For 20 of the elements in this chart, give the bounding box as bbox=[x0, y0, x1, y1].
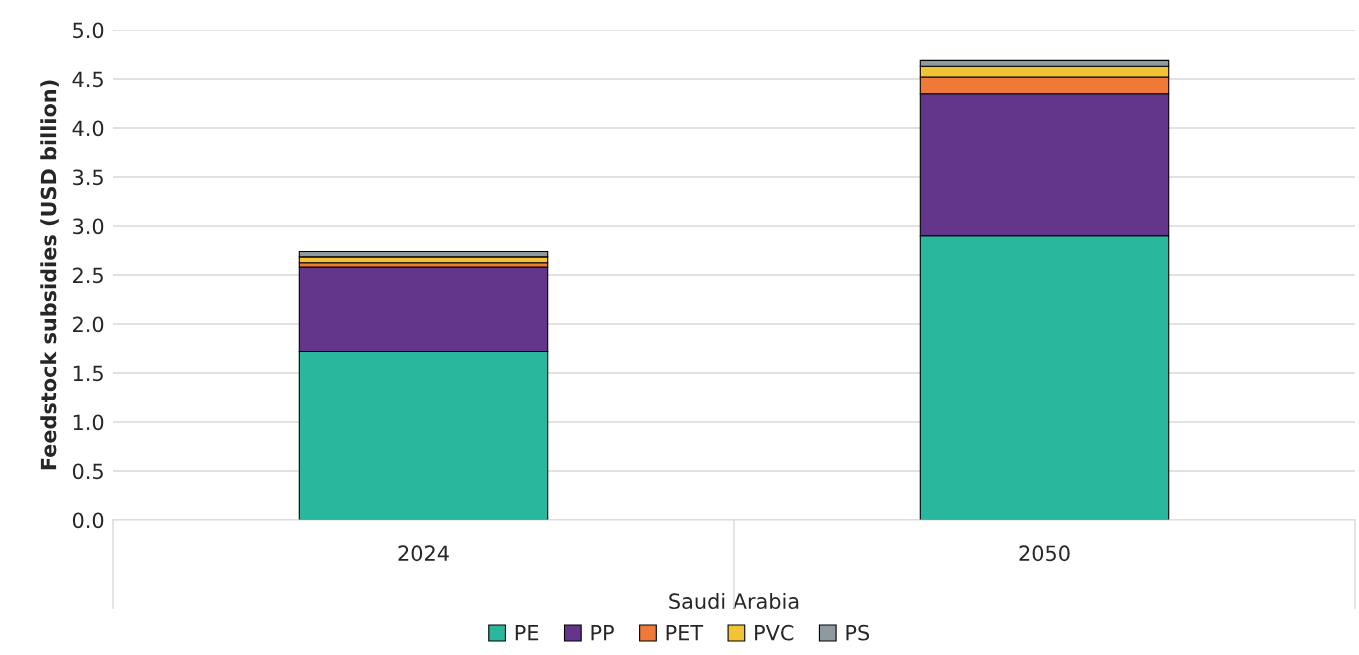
y-tick-label: 1.0 bbox=[73, 414, 104, 431]
y-tick-label: 2.0 bbox=[73, 316, 104, 333]
y-tick-label: 2.5 bbox=[73, 267, 103, 284]
y-axis-title: Feedstock subsidies (USD billion) bbox=[40, 80, 59, 470]
legend-label: PP bbox=[591, 625, 614, 641]
legend-label: PE bbox=[515, 625, 539, 641]
x-tick-label: 2050 bbox=[1019, 545, 1070, 562]
y-tick-label: 4.5 bbox=[72, 71, 103, 88]
y-tick-label: 3.0 bbox=[73, 218, 104, 235]
y-tick-label: 0.5 bbox=[72, 463, 103, 480]
y-tick-label: 0.0 bbox=[72, 512, 104, 529]
y-tick-label: 1.5 bbox=[73, 365, 103, 382]
y-tick-label: 5.0 bbox=[73, 22, 104, 39]
y-tick-label: 3.5 bbox=[73, 169, 103, 186]
y-tick-label: 4.0 bbox=[72, 120, 104, 137]
x-tick-label: 2024 bbox=[398, 545, 449, 562]
legend-label: PET bbox=[666, 625, 704, 641]
legend-label: PS bbox=[846, 624, 870, 641]
legend-label: PVC bbox=[755, 624, 794, 641]
x-axis-title: Saudi Arabia bbox=[669, 592, 799, 610]
